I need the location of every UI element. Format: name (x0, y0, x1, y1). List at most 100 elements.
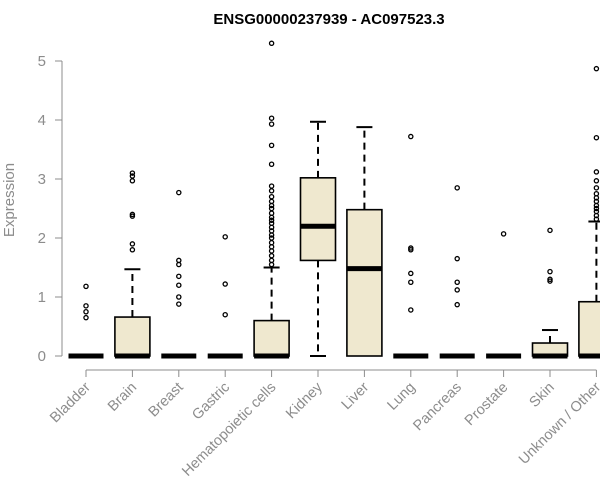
x-tick-label: Pancreas (410, 380, 465, 435)
y-tick-label: 2 (38, 230, 46, 247)
outlier-point (454, 287, 460, 293)
outlier-point (83, 314, 89, 321)
outlier-point (268, 235, 275, 241)
box-group (486, 231, 522, 359)
outlier-point (268, 239, 275, 246)
x-tick-label: Skin (527, 380, 558, 411)
outlier-point (593, 169, 600, 175)
outlier-point (408, 279, 414, 285)
outlier-point (547, 268, 553, 275)
y-axis: 0 1 2 3 4 5 (38, 53, 63, 365)
outlier-point (176, 282, 182, 288)
x-tick-label: Breast (146, 380, 187, 421)
outlier-point (268, 198, 275, 205)
box-group (393, 133, 429, 359)
outlier-point (593, 208, 600, 215)
x-tick-label: Hematopoietic cells (179, 380, 279, 480)
outlier-point (268, 188, 275, 194)
outlier-point (268, 257, 275, 264)
box-iqr (114, 316, 151, 357)
outlier-point (268, 217, 275, 224)
box-group (161, 189, 197, 359)
y-axis-label: Expression (1, 163, 18, 237)
y-tick-label: 1 (38, 289, 46, 306)
y-tick-label: 3 (38, 171, 46, 188)
outlier-point (454, 185, 460, 191)
x-tick-label: Gastric (189, 380, 233, 424)
outlier-point (268, 228, 275, 234)
box-iqr (253, 319, 290, 357)
outlier-point (593, 198, 600, 205)
y-tick-label: 5 (38, 53, 46, 70)
x-tick-label: Lung (384, 380, 418, 414)
box-series (68, 40, 600, 359)
outlier-point (129, 178, 136, 184)
outlier-point (222, 281, 228, 287)
outlier-point (454, 279, 460, 285)
outlier-point (268, 115, 275, 121)
x-tick-label: Brain (105, 380, 140, 415)
outlier-point (129, 173, 136, 179)
chart-title: ENSG00000237939 - AC097523.3 (213, 11, 444, 28)
outlier-point (408, 307, 414, 313)
outlier-point (268, 40, 275, 47)
box-group (299, 120, 337, 357)
box-group (439, 185, 475, 359)
outlier-point (83, 308, 89, 315)
outlier-point (593, 190, 600, 197)
x-tick-label: Kidney (283, 379, 326, 422)
x-tick-label: Unknown / Other (516, 379, 600, 467)
outlier-point (129, 211, 136, 218)
outlier-point (222, 234, 228, 240)
outlier-point (268, 121, 275, 127)
outlier-point (268, 193, 275, 200)
outlier-point (268, 210, 275, 216)
outlier-point (593, 134, 600, 141)
outlier-point (268, 252, 275, 259)
outlier-point (408, 270, 414, 277)
outlier-point (176, 294, 182, 300)
outlier-point (593, 205, 600, 212)
box-group (346, 126, 383, 357)
outlier-point (593, 178, 600, 184)
box-group (578, 65, 600, 359)
outlier-point (408, 133, 414, 140)
y-tick-label: 4 (38, 112, 46, 129)
box-group (207, 234, 243, 359)
outlier-point (176, 189, 182, 196)
outlier-point (454, 255, 460, 262)
outlier-point (268, 142, 275, 149)
box-group (531, 227, 569, 359)
outlier-point (268, 161, 275, 167)
outlier-point (129, 247, 136, 253)
box-group (253, 40, 290, 359)
outlier-point (408, 245, 414, 251)
box-iqr (578, 300, 600, 357)
outlier-point (593, 65, 600, 72)
outlier-point (593, 185, 600, 191)
outlier-point (268, 220, 275, 226)
outlier-point (454, 301, 460, 308)
outlier-point (83, 283, 89, 290)
outlier-point (176, 301, 182, 307)
outlier-point (547, 276, 553, 283)
outlier-point (222, 311, 228, 318)
outlier-point (500, 231, 507, 237)
box-group (68, 283, 104, 359)
outlier-point (593, 216, 600, 222)
x-tick-label: Bladder (47, 379, 94, 426)
x-tick-label: Liver (339, 379, 373, 413)
outlier-point (268, 183, 275, 189)
x-tick-label: Prostate (462, 380, 511, 429)
outlier-point (176, 273, 182, 280)
box-iqr (346, 208, 383, 357)
box-group (114, 170, 151, 359)
outlier-point (547, 227, 553, 234)
outlier-point (83, 303, 89, 309)
outlier-point (176, 257, 182, 264)
box-iqr (299, 177, 337, 262)
y-tick-label: 0 (38, 348, 46, 365)
outlier-point (129, 170, 136, 176)
